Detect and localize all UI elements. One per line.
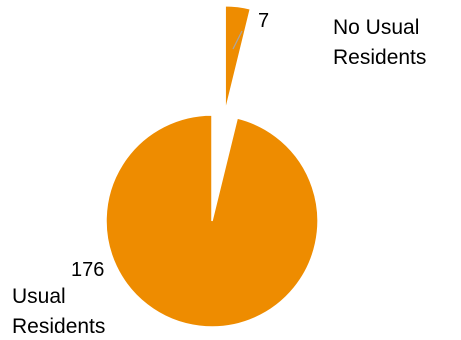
data-label-no-usual-residents: 7	[258, 10, 269, 32]
category-label-no-usual-residents: No Usual Residents	[333, 16, 426, 69]
leader-line-no-usual-residents	[232, 30, 243, 50]
category-label-no-usual-residents-line-1: No Usual	[333, 16, 419, 39]
pie-slice-usual-residents	[105, 114, 319, 328]
pie-slices	[105, 5, 319, 328]
category-label-usual-residents-line-2: Residents	[12, 315, 105, 338]
category-label-usual-residents-line-1: Usual	[12, 285, 66, 308]
data-label-usual-residents: 176	[71, 259, 104, 281]
category-label-no-usual-residents-line-2: Residents	[333, 46, 426, 69]
pie-slice-no-usual-residents	[224, 5, 252, 112]
category-label-usual-residents: Usual Residents	[12, 285, 105, 338]
